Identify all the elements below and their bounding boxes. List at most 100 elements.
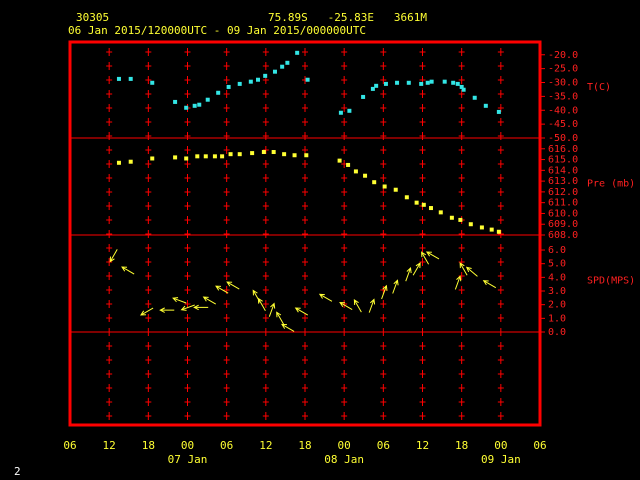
data-point: [406, 80, 411, 85]
data-point: [438, 210, 443, 215]
wind-arrow: [294, 307, 309, 316]
data-point: [468, 222, 473, 227]
wind-arrow: [140, 307, 154, 316]
wind-arrow: [459, 262, 468, 276]
data-point: [361, 94, 366, 99]
data-point: [116, 160, 121, 165]
data-point: [346, 162, 351, 167]
x-tick-label: 06: [220, 439, 233, 452]
y-tick-label: -25.0: [548, 64, 578, 75]
grid-line: [341, 48, 348, 420]
y-tick-label: 613.0: [548, 176, 578, 187]
data-point: [280, 64, 285, 69]
data-point: [271, 150, 276, 155]
data-point: [250, 151, 255, 156]
panel-label: SPD(MPS): [587, 276, 635, 287]
grid-line: [106, 48, 113, 420]
y-tick-label: 0.0: [548, 327, 566, 338]
y-tick-label: 616.0: [548, 144, 578, 155]
data-point: [150, 80, 155, 85]
wind-arrow: [353, 299, 362, 313]
data-point: [292, 153, 297, 158]
data-point: [173, 155, 178, 160]
data-point: [197, 102, 202, 107]
data-point: [421, 202, 426, 207]
y-tick-label: 615.0: [548, 155, 578, 166]
data-point: [496, 229, 501, 234]
wind-arrow: [193, 304, 209, 311]
data-point: [395, 80, 400, 85]
data-point: [192, 103, 197, 108]
wind-arrow: [159, 307, 175, 313]
data-point: [150, 156, 155, 161]
y-tick-label: 3.0: [548, 286, 566, 297]
data-point: [483, 103, 488, 108]
wind-arrow: [421, 251, 430, 265]
data-point: [374, 83, 379, 88]
data-point: [304, 153, 309, 158]
data-point: [256, 77, 260, 82]
data-point: [173, 99, 178, 104]
data-point: [393, 187, 398, 192]
data-point: [458, 217, 463, 222]
data-point: [195, 154, 200, 159]
data-point: [128, 159, 133, 164]
wind-arrow: [425, 251, 440, 260]
data-point: [285, 60, 290, 65]
x-tick-label: 06: [377, 439, 390, 452]
data-point: [263, 73, 268, 78]
data-point: [261, 150, 266, 155]
data-point: [363, 173, 368, 178]
grid-line: [497, 48, 504, 420]
y-tick-label: 608.0: [548, 230, 578, 241]
y-tick-label: 611.0: [548, 198, 578, 209]
station-location: 75.89S -25.83E 3661M: [268, 11, 427, 24]
frame: [68, 40, 542, 427]
data-point: [372, 180, 377, 185]
wind-arrow: [268, 302, 276, 317]
data-point: [419, 81, 424, 86]
wind-arrow: [339, 301, 353, 310]
x-tick-label: 00: [181, 439, 194, 452]
y-tick-label: 4.0: [548, 272, 566, 283]
data-point: [226, 84, 231, 89]
grid-line: [302, 48, 308, 420]
data-point: [479, 225, 484, 230]
data-point: [212, 154, 217, 159]
grid-line: [419, 48, 426, 420]
data-point: [305, 77, 310, 82]
wind-arrow: [257, 297, 266, 311]
y-tick-label: -20.0: [548, 50, 578, 61]
grid-line: [380, 48, 387, 420]
panel-label: T(C): [587, 82, 611, 93]
wind-arrow: [121, 266, 135, 275]
wind-arrow: [109, 249, 118, 263]
data-point: [428, 206, 433, 211]
data-point: [237, 81, 242, 86]
data-point: [295, 50, 300, 55]
wind-arrow: [405, 267, 412, 282]
y-tick-label: 6.0: [548, 245, 566, 256]
y-tick-label: 612.0: [548, 187, 578, 198]
data-point: [383, 81, 388, 86]
panel-label: Pre (mb): [587, 179, 635, 190]
day-label: 09 Jan: [481, 453, 521, 466]
y-tick-label: 2.0: [548, 300, 566, 311]
x-tick-label: 12: [103, 439, 116, 452]
x-tick-label: 00: [338, 439, 351, 452]
wind-arrow: [180, 304, 195, 311]
x-tick-label: 18: [298, 439, 311, 452]
grid-line: [458, 48, 465, 420]
y-tick-label: -35.0: [548, 91, 578, 102]
data-point: [496, 109, 501, 114]
y-tick-label: -50.0: [548, 133, 578, 144]
data-point: [272, 69, 277, 74]
data-point: [228, 152, 233, 157]
data-point: [205, 97, 210, 102]
data-point: [347, 108, 352, 113]
wind-arrow: [482, 280, 497, 289]
wind-arrow: [412, 262, 421, 276]
data-point: [442, 79, 447, 84]
data-point: [429, 79, 434, 84]
x-tick-label: 12: [416, 439, 429, 452]
